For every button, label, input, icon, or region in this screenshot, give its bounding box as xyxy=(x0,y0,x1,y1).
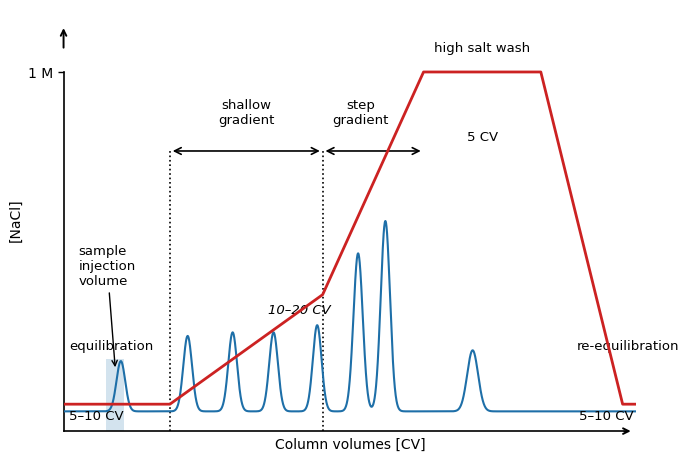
Y-axis label: [NaCl]: [NaCl] xyxy=(8,198,22,241)
Text: 5–10 CV: 5–10 CV xyxy=(579,409,634,422)
Text: high salt wash: high salt wash xyxy=(434,42,530,55)
Text: 10–20 CV: 10–20 CV xyxy=(268,303,331,317)
Bar xyxy=(106,359,124,431)
Text: shallow
gradient: shallow gradient xyxy=(218,99,274,127)
X-axis label: Column volumes [CV]: Column volumes [CV] xyxy=(274,437,425,451)
Text: re-equilibration: re-equilibration xyxy=(576,339,679,353)
Text: 5–10 CV: 5–10 CV xyxy=(69,409,124,422)
Text: 5 CV: 5 CV xyxy=(466,131,498,144)
Text: equilibration: equilibration xyxy=(69,339,153,353)
Text: sample
injection
volume: sample injection volume xyxy=(79,245,136,366)
Text: step
gradient: step gradient xyxy=(332,99,389,127)
